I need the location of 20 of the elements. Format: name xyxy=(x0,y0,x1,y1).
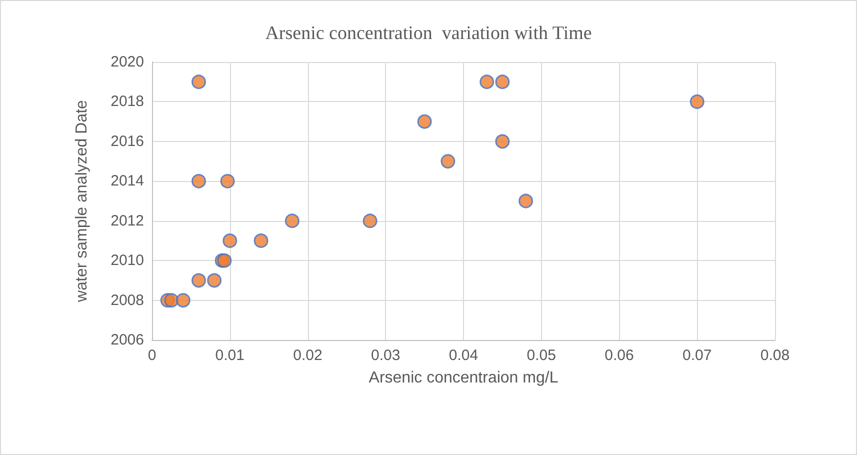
y-tick-label: 2008 xyxy=(110,292,144,309)
y-tick-label: 2016 xyxy=(110,132,144,150)
x-tick-label: 0.02 xyxy=(293,347,322,364)
x-tick-label: 0.04 xyxy=(448,347,478,364)
y-tick-label: 2014 xyxy=(110,172,144,190)
x-tick-label: 0.03 xyxy=(371,347,400,364)
x-tick-label: 0.08 xyxy=(760,347,790,364)
x-tick-label: 0.05 xyxy=(526,347,556,364)
x-tick-label: 0.06 xyxy=(604,347,634,364)
x-axis-title: Arsenic concentraion mg/L xyxy=(368,370,558,386)
y-tick-label: 2010 xyxy=(110,252,144,270)
y-tick-label: 2020 xyxy=(110,54,144,70)
chart-title: Arsenic concentration variation with Time xyxy=(265,23,592,44)
x-tick-label: 0 xyxy=(148,347,156,364)
y-axis-title: water sample analyzed Date xyxy=(74,100,90,303)
y-tick-label: 2018 xyxy=(110,93,144,110)
x-tick-label: 0.01 xyxy=(215,347,244,364)
y-tick-label: 2012 xyxy=(110,212,144,230)
y-tick-label: 2006 xyxy=(110,332,144,348)
x-tick-label: 0.07 xyxy=(682,347,712,364)
